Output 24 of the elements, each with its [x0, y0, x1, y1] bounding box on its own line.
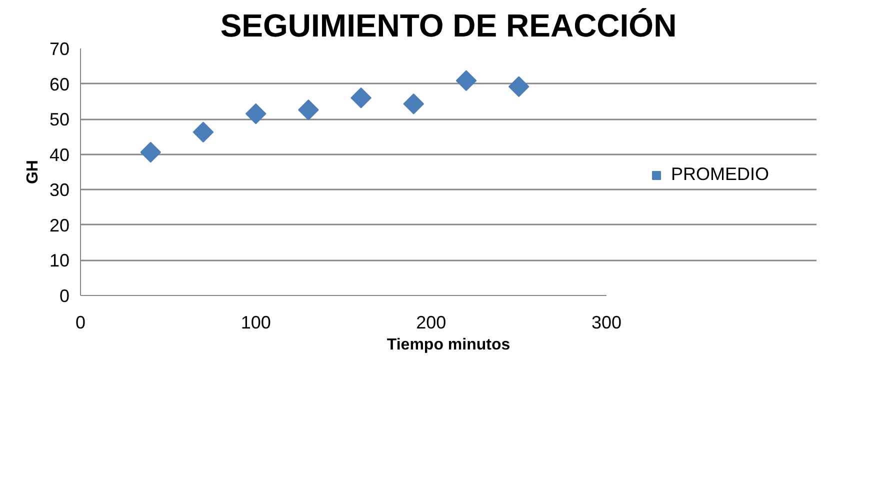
y-tick-label: 70: [49, 39, 70, 59]
point: [245, 103, 266, 124]
y-axis-title: GH: [24, 160, 42, 184]
y-tick-label: 30: [49, 180, 70, 200]
point: [298, 100, 319, 120]
legend-label: PROMEDIO: [671, 164, 770, 185]
y-tick-label: 40: [49, 144, 70, 165]
x-tick-label: 0: [75, 312, 86, 332]
point: [403, 94, 424, 114]
point: [456, 70, 477, 92]
point: [140, 142, 162, 163]
y-tick-label: 50: [49, 110, 70, 130]
x-tick-label: 200: [416, 312, 446, 332]
y-tick-label: 60: [49, 74, 70, 94]
y-tick-label: 0: [59, 286, 70, 306]
y-tick-label: 20: [49, 215, 70, 236]
x-axis-title: Tiempo minutos: [386, 336, 510, 354]
x-tick-label: 300: [591, 312, 622, 332]
x-tick-label: 100: [240, 312, 271, 332]
point: [192, 122, 214, 143]
point: [350, 88, 372, 108]
y-tick-label: 10: [49, 250, 70, 271]
point: [508, 76, 530, 98]
chart-title: SEGUIMIENTO DE REACCIÓN: [220, 8, 677, 44]
